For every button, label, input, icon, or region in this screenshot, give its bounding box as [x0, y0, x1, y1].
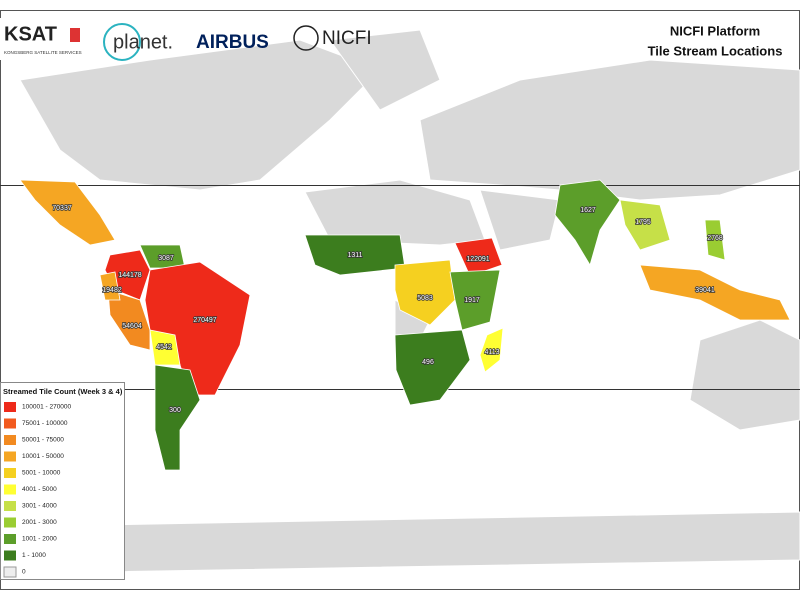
legend-label: 1001 - 2000 — [22, 536, 57, 543]
land — [19, 39, 381, 191]
planet-logo: planet. — [113, 31, 173, 53]
legend-swatch — [4, 517, 16, 528]
land — [479, 189, 561, 251]
region-label: 144178 — [118, 272, 141, 279]
country-region — [107, 289, 151, 351]
legend-swatch — [4, 451, 16, 462]
subtitle: Tile Stream Locations — [648, 43, 783, 58]
legend-swatch — [4, 402, 16, 412]
legend: 100001 - 270000 75001 - 100000 50001 - 750… — [3, 402, 72, 578]
legend-swatch — [4, 468, 16, 478]
land — [419, 59, 800, 201]
region-label: 270497 — [193, 317, 216, 324]
country-region — [449, 269, 501, 331]
legend-swatch — [4, 534, 16, 544]
region-label: 4542 — [156, 344, 172, 351]
region-label: 2768 — [707, 235, 723, 242]
country-region — [479, 327, 504, 373]
region-label: 496 — [422, 359, 434, 366]
region-label: 1627 — [580, 207, 596, 214]
country-region — [144, 261, 251, 396]
country-region — [304, 234, 406, 276]
planet-ring — [103, 23, 141, 61]
region-label: 19482 — [102, 287, 122, 294]
country-region — [99, 271, 121, 301]
country-region — [394, 259, 456, 326]
region-label: 39041 — [695, 287, 715, 294]
legend-label: 100001 - 270000 — [22, 404, 72, 411]
region-label: 70337 — [52, 205, 72, 212]
legend-swatch — [4, 418, 16, 429]
legend-swatch — [4, 484, 16, 495]
region-label: 1917 — [464, 297, 480, 304]
country-region — [639, 264, 791, 321]
region-label: 1311 — [347, 252, 362, 259]
legend-swatch — [4, 550, 16, 561]
legend-label: 4001 - 5000 — [22, 486, 57, 493]
legend-label: 5001 - 10000 — [22, 470, 61, 477]
legend-label: 10001 - 50000 — [22, 453, 64, 460]
country-region — [454, 237, 503, 277]
country-region — [619, 199, 671, 251]
legend-swatch — [4, 435, 16, 445]
legend-label: 2001 - 3000 — [22, 519, 57, 526]
legend-title: Streamed Tile Count (Week 3 & 4) — [3, 387, 123, 396]
country-region — [554, 179, 621, 266]
country-region — [154, 364, 201, 471]
region-label: 300 — [169, 407, 181, 414]
legend-label: 3001 - 4000 — [22, 503, 57, 510]
ksat-flag — [70, 28, 80, 42]
country-region — [704, 219, 726, 261]
legend-label: 1 - 1000 — [22, 552, 46, 559]
region-label: 1795 — [635, 219, 651, 226]
legend-label: 0 — [22, 569, 26, 576]
region-label: 3087 — [158, 255, 174, 262]
legend-box — [0, 382, 125, 580]
land — [19, 29, 800, 573]
regions: 70337 144178 3087 270497 54604 19482 4542 300 13… — [19, 179, 791, 471]
nicfi-globe — [293, 25, 319, 51]
country-region — [394, 329, 471, 406]
region-label: 5083 — [417, 295, 433, 302]
legend-swatch — [3, 566, 17, 578]
country-region — [149, 329, 181, 366]
legend-label: 75001 - 100000 — [22, 420, 68, 427]
legend-swatch — [4, 501, 16, 511]
ksat-sub: KONGSBERG SATELLITE SERVICES — [4, 50, 82, 55]
country-region — [19, 179, 116, 246]
legend-label: 50001 - 75000 — [22, 437, 64, 444]
title: NICFI Platform — [670, 23, 760, 38]
ksat-logo: KSAT — [4, 23, 57, 45]
region-label: 54604 — [122, 323, 142, 330]
region-label: 122091 — [466, 256, 489, 263]
land — [329, 29, 441, 111]
region-label: 4113 — [484, 349, 499, 356]
airbus-logo: AIRBUS — [196, 32, 269, 53]
nicfi-logo: NICFI — [322, 28, 372, 49]
